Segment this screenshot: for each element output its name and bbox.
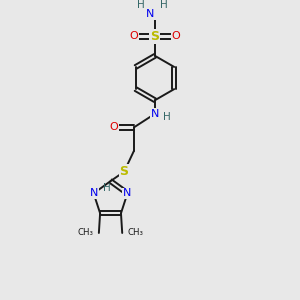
Text: S: S (120, 165, 129, 178)
Text: S: S (150, 30, 159, 43)
Text: O: O (110, 122, 118, 132)
Text: H: H (103, 183, 111, 193)
Text: H: H (137, 0, 145, 10)
Text: O: O (172, 31, 180, 41)
Text: CH₃: CH₃ (77, 229, 93, 238)
Text: N: N (89, 188, 98, 198)
Text: H: H (164, 112, 171, 122)
Text: H: H (160, 0, 167, 10)
Text: N: N (146, 9, 155, 20)
Text: O: O (130, 31, 138, 41)
Text: CH₃: CH₃ (128, 229, 144, 238)
Text: N: N (123, 188, 132, 198)
Text: N: N (151, 109, 159, 119)
